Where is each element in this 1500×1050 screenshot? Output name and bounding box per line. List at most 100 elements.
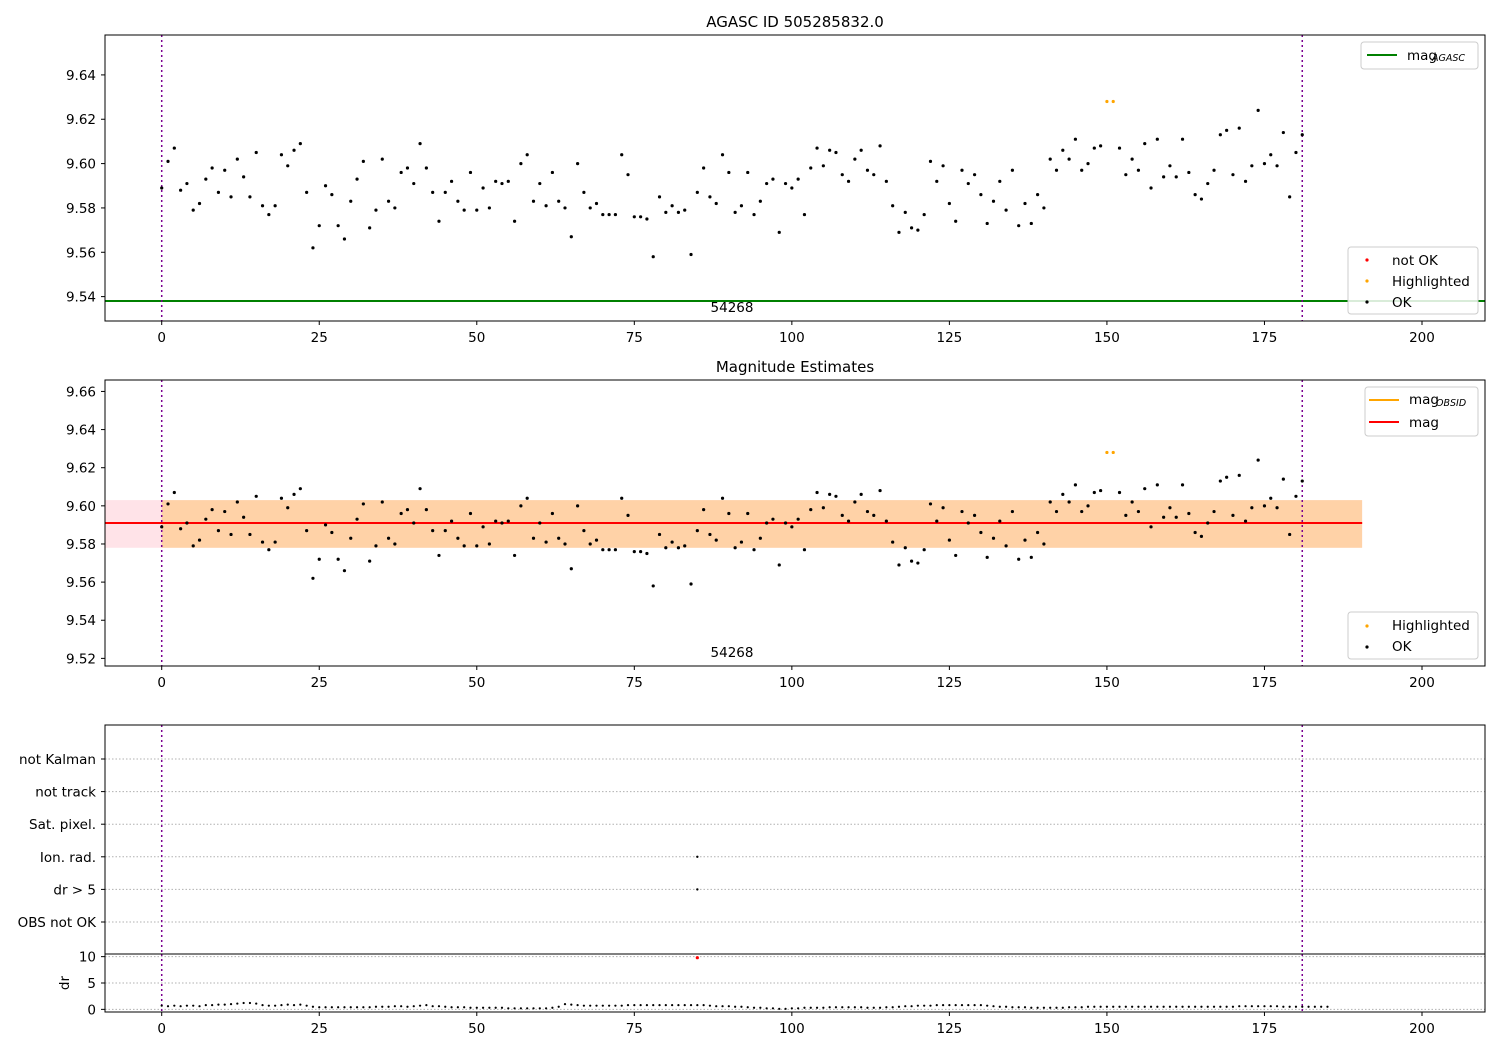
- dr-point: [1055, 1006, 1058, 1009]
- dr-point: [412, 1005, 415, 1008]
- panel2-ok-point: [298, 487, 302, 491]
- panel1-ok-point: [702, 166, 706, 170]
- panel2-ok-point: [418, 487, 422, 491]
- dr-point: [1288, 1005, 1291, 1008]
- panel1-ok-point: [418, 142, 422, 146]
- panel1-ok-point: [1010, 168, 1014, 172]
- dr-point: [1244, 1005, 1247, 1008]
- panel1-ok-point: [1042, 206, 1046, 210]
- dr-point: [255, 1002, 258, 1005]
- dr-point: [1049, 1006, 1052, 1009]
- panel1-ok-point: [380, 157, 384, 161]
- panel1-ok-point: [865, 168, 870, 172]
- panel1-ok-point: [1231, 173, 1235, 177]
- dr-point: [885, 1006, 888, 1009]
- panel1-ok-point: [1250, 164, 1254, 168]
- dr-point: [450, 1006, 453, 1009]
- panel1-ok-point: [292, 148, 296, 152]
- dr-point: [179, 1005, 182, 1008]
- panel1-xtick-label: 125: [936, 330, 962, 346]
- panel1-ok-point: [954, 219, 958, 223]
- panel2-ok-point: [620, 496, 624, 500]
- panel2-ok-point: [954, 553, 958, 558]
- panel1-ok-point: [412, 181, 416, 186]
- panel1-ok-point: [1162, 175, 1166, 179]
- panel2-ok-point: [1010, 509, 1014, 514]
- panel2-ok-point: [1067, 500, 1071, 504]
- legend-frame: [1347, 611, 1479, 660]
- dr-point: [1313, 1005, 1316, 1008]
- panel1-ok-point: [1174, 175, 1178, 179]
- panel2-ok-point: [897, 563, 901, 567]
- dr-point: [1093, 1005, 1096, 1008]
- panel2-ok-point: [752, 548, 756, 552]
- dr-point: [998, 1005, 1001, 1008]
- dr-point: [1206, 1005, 1209, 1008]
- dr-point: [236, 1002, 239, 1005]
- panel2-ok-point: [531, 536, 536, 540]
- panel4-xtick-label: 125: [936, 1021, 962, 1037]
- dr-point: [223, 1003, 226, 1006]
- panel1-ok-point: [840, 173, 844, 177]
- panel2-ok-point: [481, 525, 485, 529]
- panel1-ok-point: [765, 181, 769, 186]
- panel1-xtick-label: 75: [626, 330, 643, 346]
- panel1-ok-point: [1288, 195, 1292, 199]
- dr-point: [1263, 1005, 1266, 1008]
- dr-point: [557, 1005, 560, 1008]
- panel2-ok-point: [197, 538, 202, 542]
- panel2-ok-point: [783, 521, 788, 525]
- panel2-ok-point: [828, 492, 832, 496]
- panel2-ok-point: [796, 517, 800, 521]
- panel2-ok-point: [771, 517, 775, 521]
- panel2-ok-point: [809, 508, 813, 512]
- panel2-ok-point: [500, 521, 504, 525]
- panel1-ok-point: [1080, 168, 1084, 172]
- panel1-ok-point: [248, 195, 252, 199]
- panel2-ok-point: [626, 513, 630, 517]
- dr-point: [1143, 1005, 1146, 1008]
- panel1-ok-point: [349, 199, 353, 203]
- dr-point: [803, 1006, 806, 1009]
- panel2-ok-point: [815, 490, 819, 495]
- panel2-ok-point: [374, 544, 378, 548]
- panel2-ok-point: [947, 538, 951, 542]
- legend-label: mag: [1407, 48, 1437, 64]
- panel1-ok-point: [462, 208, 466, 212]
- legend-label: OK: [1392, 295, 1413, 311]
- dr-point: [418, 1004, 422, 1007]
- panel1-ok-point: [393, 206, 397, 210]
- dr-point: [1124, 1005, 1127, 1008]
- panel2-ok-point: [456, 536, 460, 540]
- panel2-ok-point: [1262, 504, 1267, 508]
- panel1-ok-point: [1004, 208, 1008, 212]
- dr-point: [891, 1006, 894, 1009]
- panel1-ok-point: [525, 153, 529, 157]
- dr-point: [292, 1004, 296, 1007]
- panel1-ok-point: [834, 150, 838, 155]
- dr-point: [658, 1004, 661, 1007]
- panel1-xtick-label: 200: [1409, 330, 1435, 346]
- panel2-ok-point: [1294, 494, 1298, 498]
- dr-point: [217, 1003, 220, 1006]
- legend-marker-orange: [1365, 279, 1369, 283]
- panel2-ok-point: [632, 550, 636, 554]
- dr-point: [1282, 1005, 1285, 1008]
- panel2-ok-point: [1212, 509, 1216, 514]
- dr-point: [381, 1005, 384, 1008]
- panel1-ok-point: [1212, 168, 1216, 172]
- panel1-ok-point: [771, 177, 775, 181]
- legend-label: mag: [1409, 415, 1439, 431]
- panel2-ok-point: [765, 521, 769, 525]
- panel1-ok-point: [1256, 108, 1260, 112]
- panel2-ok-point: [758, 536, 762, 540]
- panel1-ok-point: [676, 210, 681, 214]
- panel2-ok-point: [676, 546, 681, 550]
- dr-point: [746, 1006, 749, 1009]
- panel1-ok-point: [607, 212, 611, 217]
- flag-row-label: Ion. rad.: [40, 850, 96, 866]
- panel1-ok-point: [720, 153, 725, 157]
- dr-point: [1257, 1005, 1260, 1008]
- panel2-ok-point: [1288, 532, 1292, 537]
